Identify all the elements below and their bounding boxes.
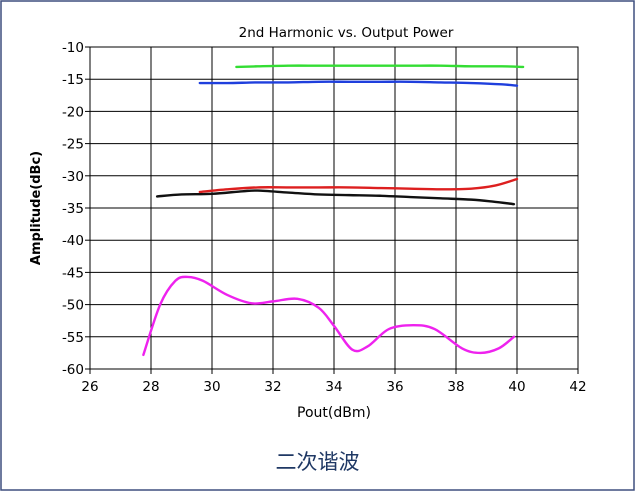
x-tick-label: 30 [203,379,220,395]
gridlines [90,47,578,369]
chart-caption: 二次谐波 [275,450,360,474]
x-tick-label: 34 [325,379,342,395]
series-line-4 [155,189,516,206]
series-line-3 [198,177,519,194]
series-line-2 [198,80,519,87]
y-tick-label: -60 [62,362,84,378]
series-line-5 [142,275,516,357]
x-tick-label: 38 [447,379,464,395]
x-tick-label: 40 [508,379,525,395]
series-line-1 [235,64,525,69]
tick-marks [85,46,579,374]
x-tick-label: 32 [264,379,281,395]
y-tick-label: -25 [62,137,84,153]
x-tick-label: 36 [386,379,403,395]
y-tick-label: -55 [62,330,84,346]
x-tick-label: 42 [569,379,586,395]
series-layer [142,64,525,357]
y-tick-label: -30 [62,169,84,185]
y-tick-label: -15 [62,72,84,88]
y-tick-label: -50 [62,298,84,314]
y-tick-label: -40 [62,233,84,249]
y-tick-label: -45 [62,265,84,281]
x-axis-label: Pout(dBm) [297,405,371,421]
y-tick-label: -10 [62,40,84,56]
y-tick-label: -35 [62,201,84,217]
y-tick-label: -20 [62,104,84,120]
plot-frame [89,46,579,370]
y-axis-label: Amplitude(dBc) [29,151,44,265]
tick-labels: 26 28 30 32 34 36 38 40 42 -10 -15 -20 -25 -30 -35 -40 -… [62,40,587,395]
x-tick-label: 28 [142,379,159,395]
chart-title: 2nd Harmonic vs. Output Power [239,25,454,41]
x-tick-label: 26 [81,379,98,395]
